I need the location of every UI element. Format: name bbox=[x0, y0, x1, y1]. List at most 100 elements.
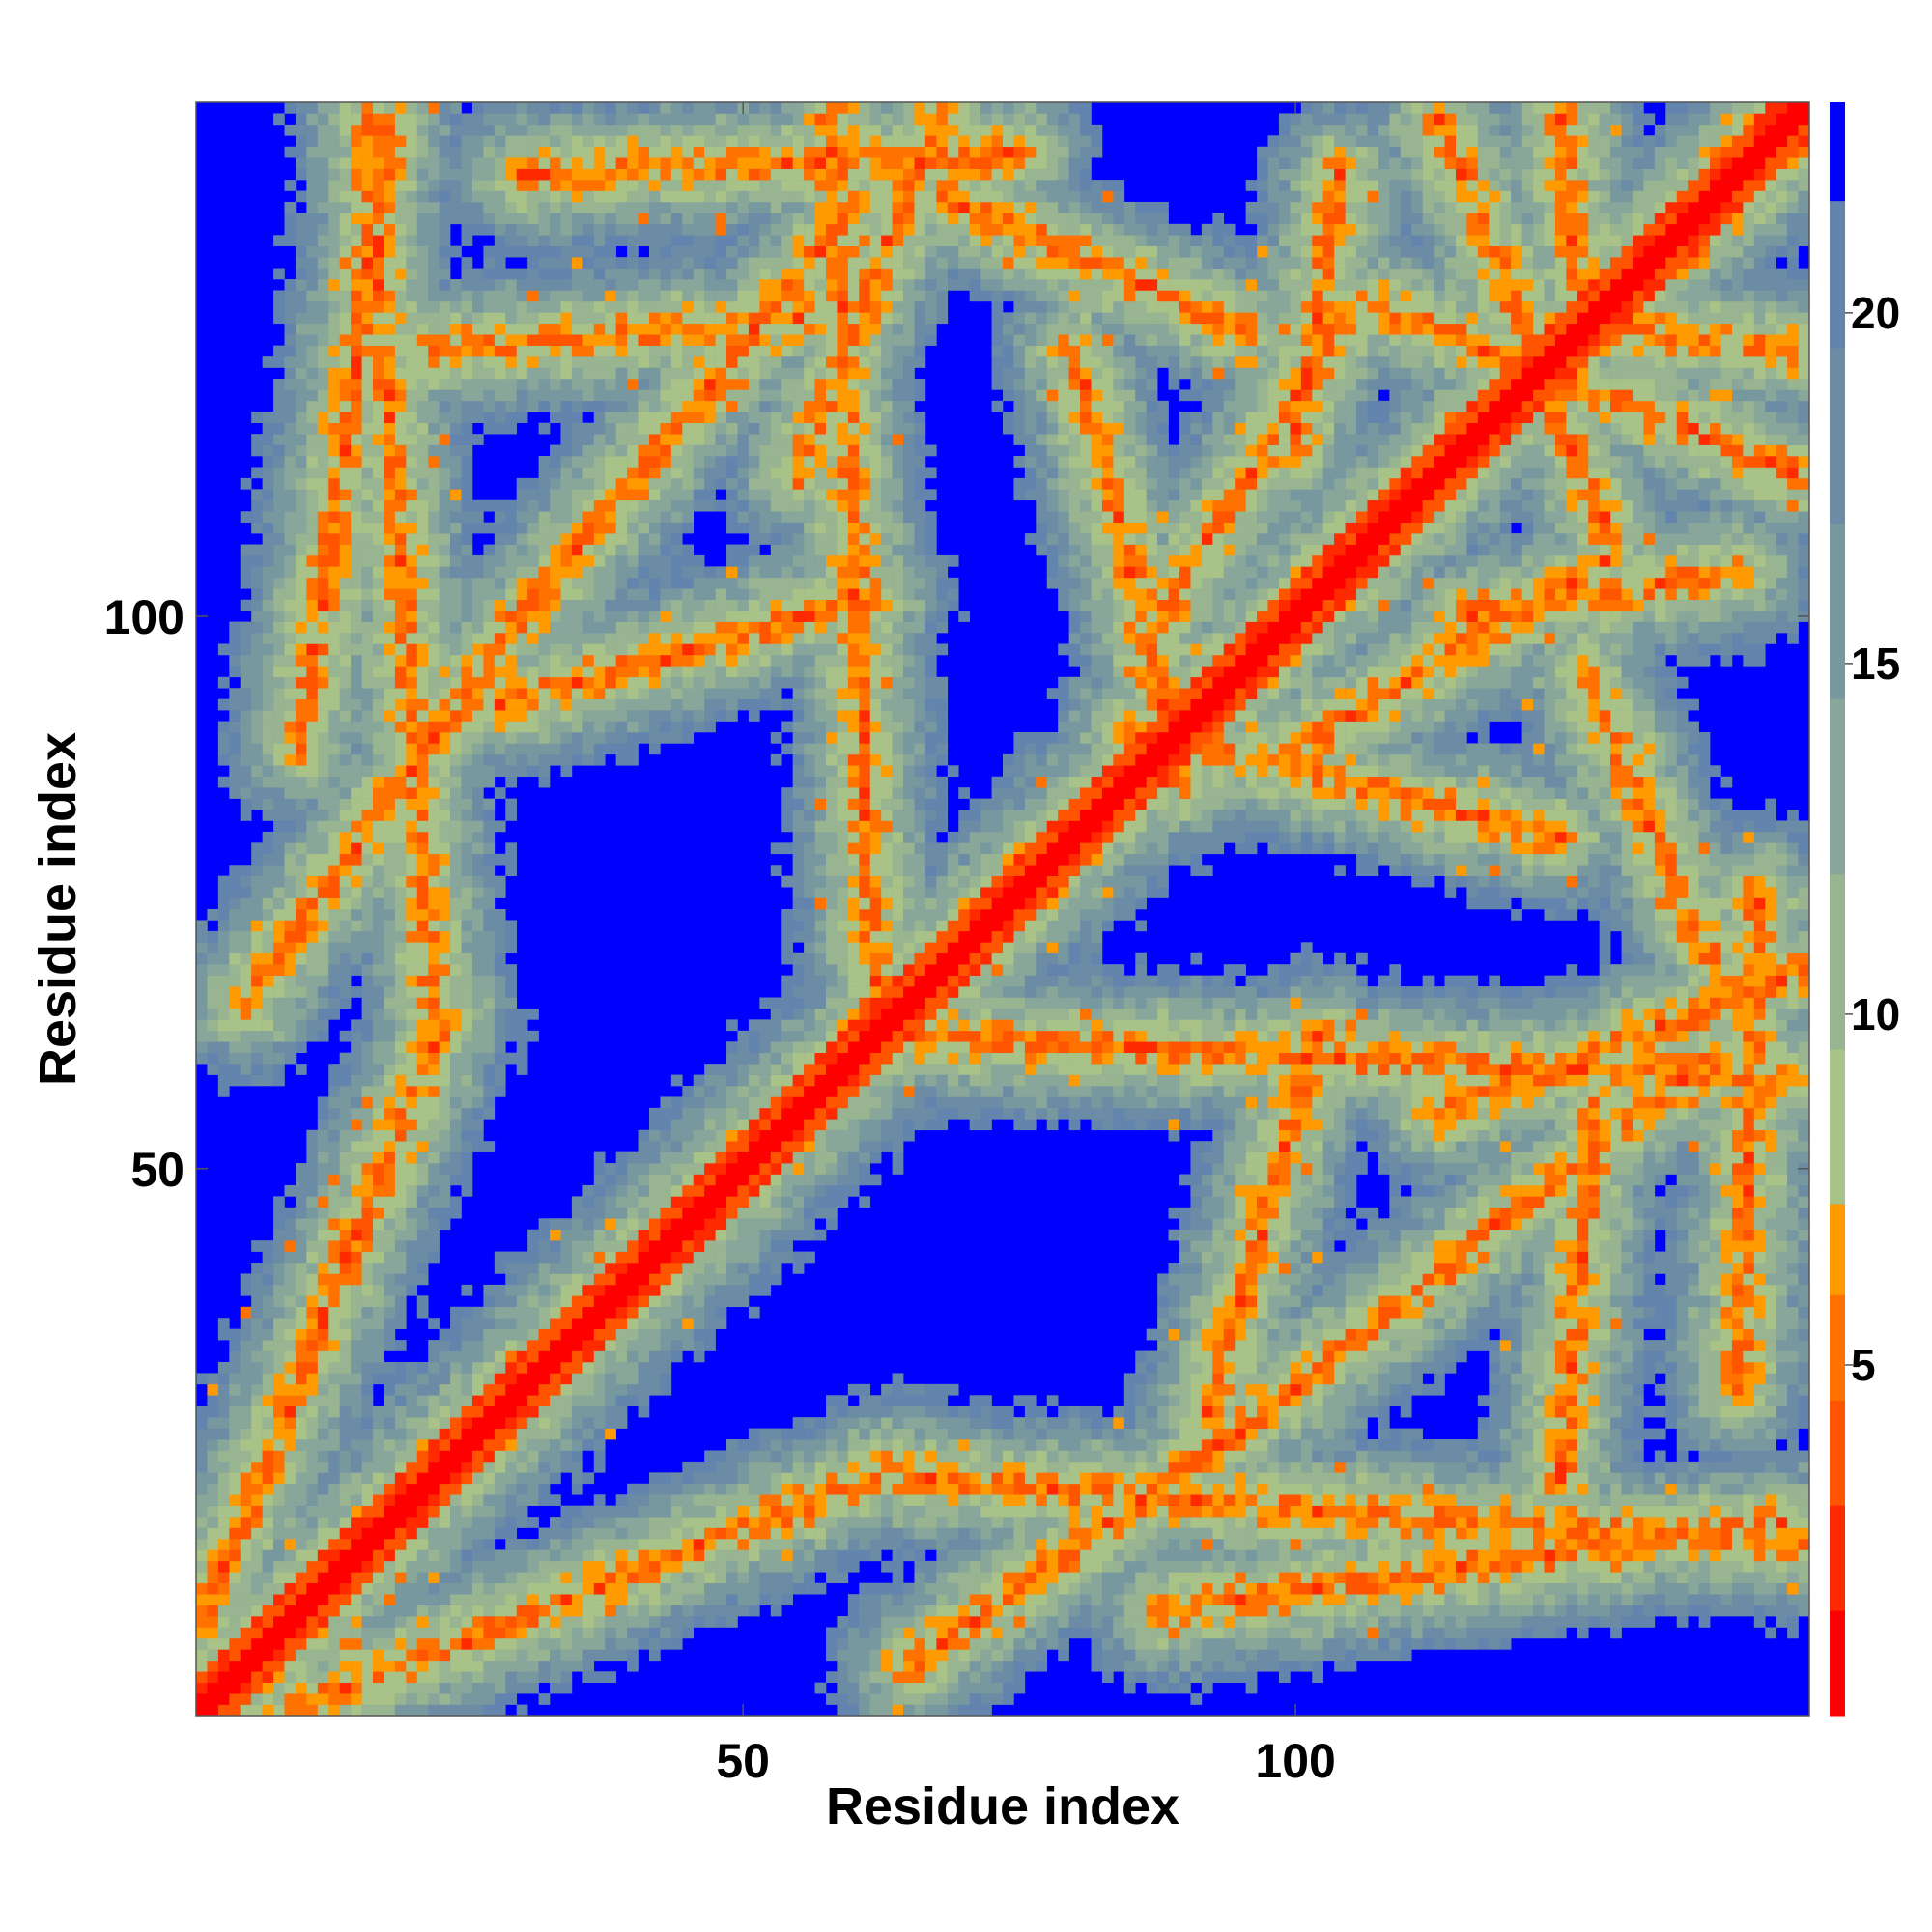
heatmap-cell bbox=[416, 345, 429, 357]
heatmap-cell bbox=[373, 1263, 384, 1274]
heatmap-cell bbox=[428, 1151, 440, 1164]
heatmap-cell bbox=[351, 643, 362, 656]
heatmap-cell bbox=[670, 135, 683, 148]
heatmap-cell bbox=[361, 1361, 374, 1374]
heatmap-cell bbox=[273, 1594, 285, 1605]
heatmap-cell bbox=[262, 842, 274, 855]
heatmap-cell bbox=[527, 1549, 539, 1562]
heatmap-cell bbox=[295, 1572, 307, 1584]
heatmap-cell bbox=[351, 1196, 362, 1208]
heatmap-cell bbox=[207, 1483, 219, 1495]
heatmap-cell bbox=[571, 731, 583, 744]
heatmap-cell bbox=[384, 1373, 396, 1385]
heatmap-cell bbox=[306, 710, 319, 722]
heatmap-cell bbox=[306, 654, 319, 667]
heatmap-cell bbox=[461, 312, 473, 325]
heatmap-cell bbox=[538, 1594, 551, 1605]
heatmap-cell bbox=[605, 422, 616, 435]
heatmap-cell bbox=[384, 1472, 396, 1485]
heatmap-cell bbox=[394, 1107, 407, 1120]
heatmap-cell bbox=[351, 367, 362, 380]
heatmap-cell bbox=[605, 1229, 616, 1241]
heatmap-cell bbox=[373, 1318, 384, 1329]
heatmap-cell bbox=[483, 853, 496, 866]
heatmap-cell bbox=[351, 1041, 362, 1053]
heatmap-cell bbox=[648, 621, 661, 634]
heatmap-cell bbox=[538, 588, 551, 601]
heatmap-cell bbox=[207, 1693, 219, 1705]
heatmap-cell bbox=[483, 1572, 496, 1584]
heatmap-cell bbox=[373, 853, 384, 866]
heatmap-cell bbox=[328, 554, 340, 567]
heatmap-cell bbox=[538, 323, 551, 335]
heatmap-cell bbox=[560, 1450, 573, 1463]
heatmap-cell bbox=[394, 765, 407, 778]
heatmap-cell bbox=[339, 135, 352, 148]
heatmap-cell bbox=[483, 334, 496, 346]
heatmap-cell bbox=[217, 1560, 230, 1573]
heatmap-cell bbox=[428, 554, 440, 567]
heatmap-cell bbox=[373, 345, 384, 357]
heatmap-cell bbox=[394, 422, 407, 435]
heatmap-cell bbox=[670, 1549, 683, 1562]
heatmap-cell bbox=[615, 1538, 628, 1550]
heatmap-cell bbox=[505, 190, 518, 203]
heatmap-cell bbox=[317, 300, 329, 313]
heatmap-cell bbox=[240, 710, 252, 722]
heatmap-cell bbox=[494, 201, 506, 213]
heatmap-cell bbox=[439, 1383, 451, 1396]
heatmap-cell bbox=[593, 1263, 606, 1274]
heatmap-cell bbox=[516, 1273, 528, 1286]
heatmap-cell bbox=[351, 1207, 362, 1219]
heatmap-cell bbox=[605, 1582, 616, 1595]
heatmap-cell bbox=[605, 633, 616, 644]
heatmap-cell bbox=[560, 1527, 573, 1540]
heatmap-cell bbox=[605, 577, 616, 589]
heatmap-cell bbox=[384, 853, 396, 866]
heatmap-cell bbox=[328, 1417, 340, 1429]
heatmap-cell bbox=[516, 345, 528, 357]
heatmap-cell bbox=[273, 544, 285, 556]
heatmap-cell bbox=[670, 1616, 683, 1628]
heatmap-cell bbox=[262, 1671, 274, 1683]
heatmap-cell bbox=[406, 367, 418, 380]
heatmap-cell bbox=[394, 124, 407, 136]
heatmap-cell bbox=[373, 710, 384, 722]
heatmap-cell bbox=[229, 1019, 242, 1032]
heatmap-cell bbox=[384, 345, 396, 357]
heatmap-cell bbox=[394, 1616, 407, 1628]
heatmap-cell bbox=[494, 986, 506, 998]
heatmap-cell bbox=[295, 456, 307, 468]
heatmap-cell bbox=[538, 676, 551, 689]
heatmap-cell bbox=[638, 721, 650, 733]
heatmap-cell bbox=[306, 378, 319, 390]
heatmap-cell bbox=[461, 1074, 473, 1087]
heatmap-cell bbox=[471, 1041, 484, 1053]
heatmap-cell bbox=[439, 312, 451, 325]
heatmap-cell bbox=[648, 146, 661, 158]
heatmap-cell bbox=[217, 1549, 230, 1562]
heatmap-cell bbox=[582, 201, 595, 213]
heatmap-cell bbox=[538, 753, 551, 766]
heatmap-cell bbox=[251, 875, 263, 888]
heatmap-cell bbox=[670, 1637, 683, 1650]
heatmap-cell bbox=[416, 599, 429, 611]
heatmap-cell bbox=[207, 1538, 219, 1550]
heatmap-cell bbox=[471, 367, 484, 380]
heatmap-cell bbox=[394, 146, 407, 158]
heatmap-cell bbox=[471, 1472, 484, 1485]
heatmap-cell bbox=[648, 489, 661, 501]
heatmap-cell bbox=[295, 743, 307, 755]
heatmap-cell bbox=[605, 378, 616, 390]
heatmap-cell bbox=[317, 499, 329, 512]
heatmap-cell bbox=[550, 1406, 561, 1418]
heatmap-cell bbox=[240, 1395, 252, 1407]
heatmap-cell bbox=[384, 798, 396, 810]
heatmap-cell bbox=[571, 422, 583, 435]
heatmap-cell bbox=[483, 1318, 496, 1329]
heatmap-cell bbox=[251, 434, 263, 445]
heatmap-cell bbox=[317, 1019, 329, 1032]
heatmap-cell bbox=[560, 1284, 573, 1296]
heatmap-cell bbox=[339, 1207, 352, 1219]
heatmap-cell bbox=[461, 698, 473, 711]
